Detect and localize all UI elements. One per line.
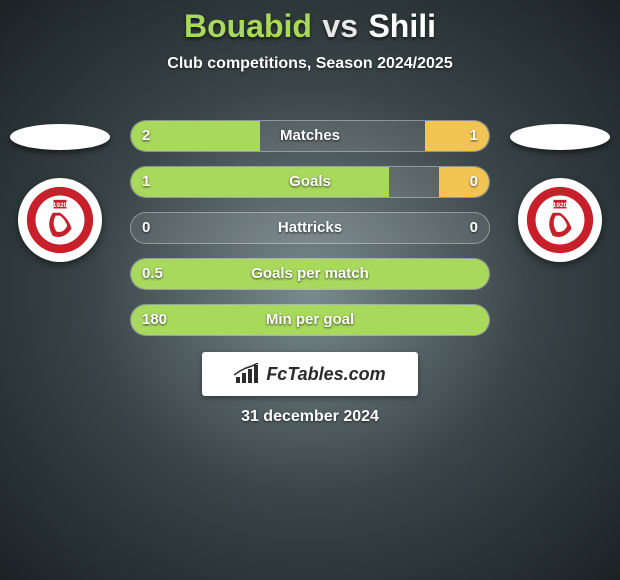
stat-row: Matches2 1: [130, 120, 490, 152]
stats-block: Matches21Goals10Hattricks00Goals per mat…: [130, 120, 490, 350]
date-label: 31 december 2024: [0, 408, 620, 426]
stat-value-left: 1: [142, 166, 150, 198]
stat-value-right: 1: [470, 120, 478, 152]
comparison-card: Bouabid vs Shili Club competitions, Seas…: [0, 0, 620, 580]
watermark: FcTables.com: [202, 352, 418, 396]
player2-club-badge: 1920: [518, 178, 602, 262]
svg-text:1920: 1920: [553, 202, 568, 209]
vs-label: vs: [322, 8, 358, 44]
stat-label: Hattricks: [130, 212, 490, 244]
stat-row: Goals per match0.5: [130, 258, 490, 290]
stat-label: Min per goal: [130, 304, 490, 336]
stat-value-left: 180: [142, 304, 167, 336]
bar-chart-icon: [234, 363, 260, 385]
subtitle: Club competitions, Season 2024/2025: [0, 55, 620, 73]
watermark-text: FcTables.com: [266, 364, 385, 385]
stat-value-right: 0: [470, 166, 478, 198]
stat-label: Goals: [130, 166, 490, 198]
stat-value-left: 0.5: [142, 258, 163, 290]
stat-value-left: 2: [142, 120, 150, 152]
player2-name: Shili: [368, 8, 436, 44]
stat-value-left: 0: [142, 212, 150, 244]
svg-text:1920: 1920: [53, 202, 68, 209]
stat-row: Hattricks0 0: [130, 212, 490, 244]
stat-row: Min per goal180: [130, 304, 490, 336]
right-ellipse-decor: [510, 124, 610, 150]
club-crest-icon: 1920: [24, 184, 96, 256]
player1-club-badge: 1920: [18, 178, 102, 262]
stat-label: Matches: [130, 120, 490, 152]
left-ellipse-decor: [10, 124, 110, 150]
stat-label: Goals per match: [130, 258, 490, 290]
title-row: Bouabid vs Shili: [0, 0, 620, 45]
club-crest-icon: 1920: [524, 184, 596, 256]
player1-name: Bouabid: [184, 8, 312, 44]
stat-row: Goals1 0: [130, 166, 490, 198]
stat-value-right: 0: [470, 212, 478, 244]
